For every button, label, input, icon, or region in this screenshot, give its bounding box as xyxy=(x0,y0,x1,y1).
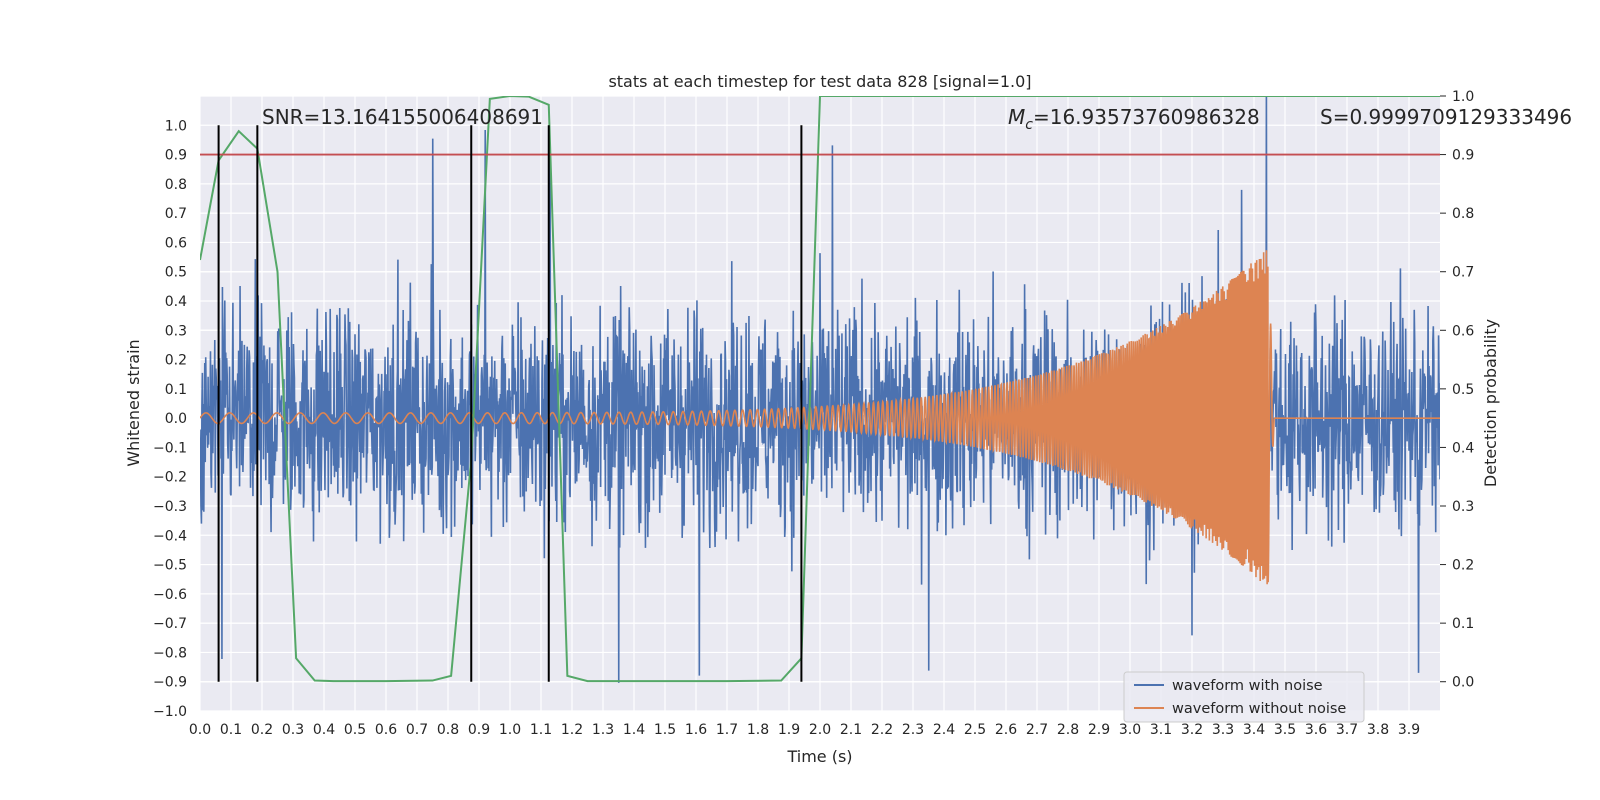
chart-title: stats at each timestep for test data 828… xyxy=(608,72,1031,91)
y2-tick-label: 0.3 xyxy=(1452,499,1474,515)
x-tick-label: 0.5 xyxy=(344,722,366,738)
x-tick-label: 1.2 xyxy=(561,722,583,738)
snr-annotation: SNR=13.164155006408691 xyxy=(262,105,543,129)
x-tick-label: 3.5 xyxy=(1274,722,1296,738)
y2-axis-label: Detection probability xyxy=(1481,319,1500,487)
x-tick-label: 2.9 xyxy=(1088,722,1110,738)
x-tick-label: 2.1 xyxy=(840,722,862,738)
x-tick-label: 2.2 xyxy=(871,722,893,738)
y-tick-label: 0.0 xyxy=(165,411,187,427)
y-tick-label: 0.1 xyxy=(165,382,187,398)
legend-label-clean: waveform without noise xyxy=(1172,701,1346,717)
y-tick-label: −0.8 xyxy=(153,645,187,661)
x-tick-label: 1.8 xyxy=(747,722,769,738)
y-tick-label: −0.3 xyxy=(153,499,187,515)
mc-subscript: c xyxy=(1025,117,1033,133)
y-tick-label: −0.2 xyxy=(153,470,187,486)
x-tick-label: 0.8 xyxy=(437,722,459,738)
x-tick-label: 2.6 xyxy=(995,722,1017,738)
x-tick-label: 0.7 xyxy=(406,722,428,738)
x-tick-label: 3.1 xyxy=(1150,722,1172,738)
x-tick-label: 3.9 xyxy=(1398,722,1420,738)
x-tick-label: 0.4 xyxy=(313,722,335,738)
y-tick-label: 0.5 xyxy=(165,265,187,281)
x-tick-label: 2.8 xyxy=(1057,722,1079,738)
legend-label-noise: waveform with noise xyxy=(1172,678,1323,694)
y-tick-label: −0.1 xyxy=(153,440,187,456)
y-tick-label: 0.6 xyxy=(165,235,187,251)
y-tick-label: 0.8 xyxy=(165,177,187,193)
y-tick-label: 0.3 xyxy=(165,323,187,339)
x-tick-label: 1.4 xyxy=(623,722,645,738)
x-tick-label: 3.2 xyxy=(1181,722,1203,738)
x-tick-label: 2.3 xyxy=(902,722,924,738)
x-tick-label: 0.9 xyxy=(468,722,490,738)
x-tick-label: 3.6 xyxy=(1305,722,1327,738)
x-tick-label: 0.2 xyxy=(251,722,273,738)
ticks-layer: 0.0 0.1 0.2 0.3 0.4 0.5 0.6 0.7 0.8 0.9 1.0 1.1 1.2 1… xyxy=(153,89,1474,738)
x-tick-label: 1.0 xyxy=(499,722,521,738)
y2-tick-label: 0.0 xyxy=(1452,675,1474,691)
markers-layer xyxy=(200,125,1440,682)
series-waveform-without-noise xyxy=(200,250,1440,585)
legend-box xyxy=(1123,671,1365,723)
x-tick-label: 2.0 xyxy=(809,722,831,738)
legend: waveform with noise waveform without noi… xyxy=(1123,671,1365,723)
y2-tick-label: 0.4 xyxy=(1452,440,1474,456)
y2-tick-label: 0.9 xyxy=(1452,148,1474,164)
y2-tick-label: 0.1 xyxy=(1452,616,1474,632)
x-tick-label: 3.0 xyxy=(1119,722,1141,738)
y-axis-label: Whitened strain xyxy=(124,339,143,466)
x-tick-label: 1.6 xyxy=(685,722,707,738)
mc-symbol: M xyxy=(1008,105,1025,129)
x-tick-label: 1.1 xyxy=(530,722,552,738)
x-tick-label: 1.5 xyxy=(654,722,676,738)
x-tick-label: 1.7 xyxy=(716,722,738,738)
x-tick-label: 2.5 xyxy=(964,722,986,738)
y-tick-label: −0.7 xyxy=(153,616,187,632)
x-tick-label: 3.7 xyxy=(1336,722,1358,738)
y-tick-label: 0.7 xyxy=(165,206,187,222)
y-tick-label: −0.9 xyxy=(153,675,187,691)
x-tick-label: 0.1 xyxy=(220,722,242,738)
x-tick-label: 2.4 xyxy=(933,722,955,738)
y2-tick-label: 0.2 xyxy=(1452,558,1474,574)
series-layer xyxy=(200,96,1440,683)
y-tick-label: 1.0 xyxy=(165,118,187,134)
x-tick-label: 1.3 xyxy=(592,722,614,738)
mc-value: =16.93573760986328 xyxy=(1033,105,1260,129)
y-tick-label: −0.6 xyxy=(153,587,187,603)
y2-tick-label: 1.0 xyxy=(1452,89,1474,105)
y-tick-label: −0.5 xyxy=(153,558,187,574)
x-tick-label: 0.3 xyxy=(282,722,304,738)
y-tick-label: 0.9 xyxy=(165,148,187,164)
y-tick-label: 0.2 xyxy=(165,353,187,369)
x-tick-label: 1.9 xyxy=(778,722,800,738)
series-detection-probability xyxy=(200,96,1440,683)
mc-annotation: Mc=16.93573760986328 xyxy=(1008,105,1260,133)
x-tick-label: 0.6 xyxy=(375,722,397,738)
x-tick-label: 3.8 xyxy=(1367,722,1389,738)
y2-tick-label: 0.8 xyxy=(1452,206,1474,222)
x-tick-label: 0.0 xyxy=(189,722,211,738)
s-annotation: S=0.9999709129333496 xyxy=(1320,105,1572,129)
x-axis-label: Time (s) xyxy=(786,747,852,766)
y2-tick-label: 0.7 xyxy=(1452,265,1474,281)
y-tick-label: −0.4 xyxy=(153,528,187,544)
x-tick-label: 3.4 xyxy=(1243,722,1265,738)
y-tick-label: −1.0 xyxy=(153,704,187,720)
x-tick-label: 3.3 xyxy=(1212,722,1234,738)
x-tick-label: 2.7 xyxy=(1026,722,1048,738)
y2-tick-label: 0.6 xyxy=(1452,323,1474,339)
y2-tick-label: 0.5 xyxy=(1452,382,1474,398)
y-tick-label: 0.4 xyxy=(165,294,187,310)
